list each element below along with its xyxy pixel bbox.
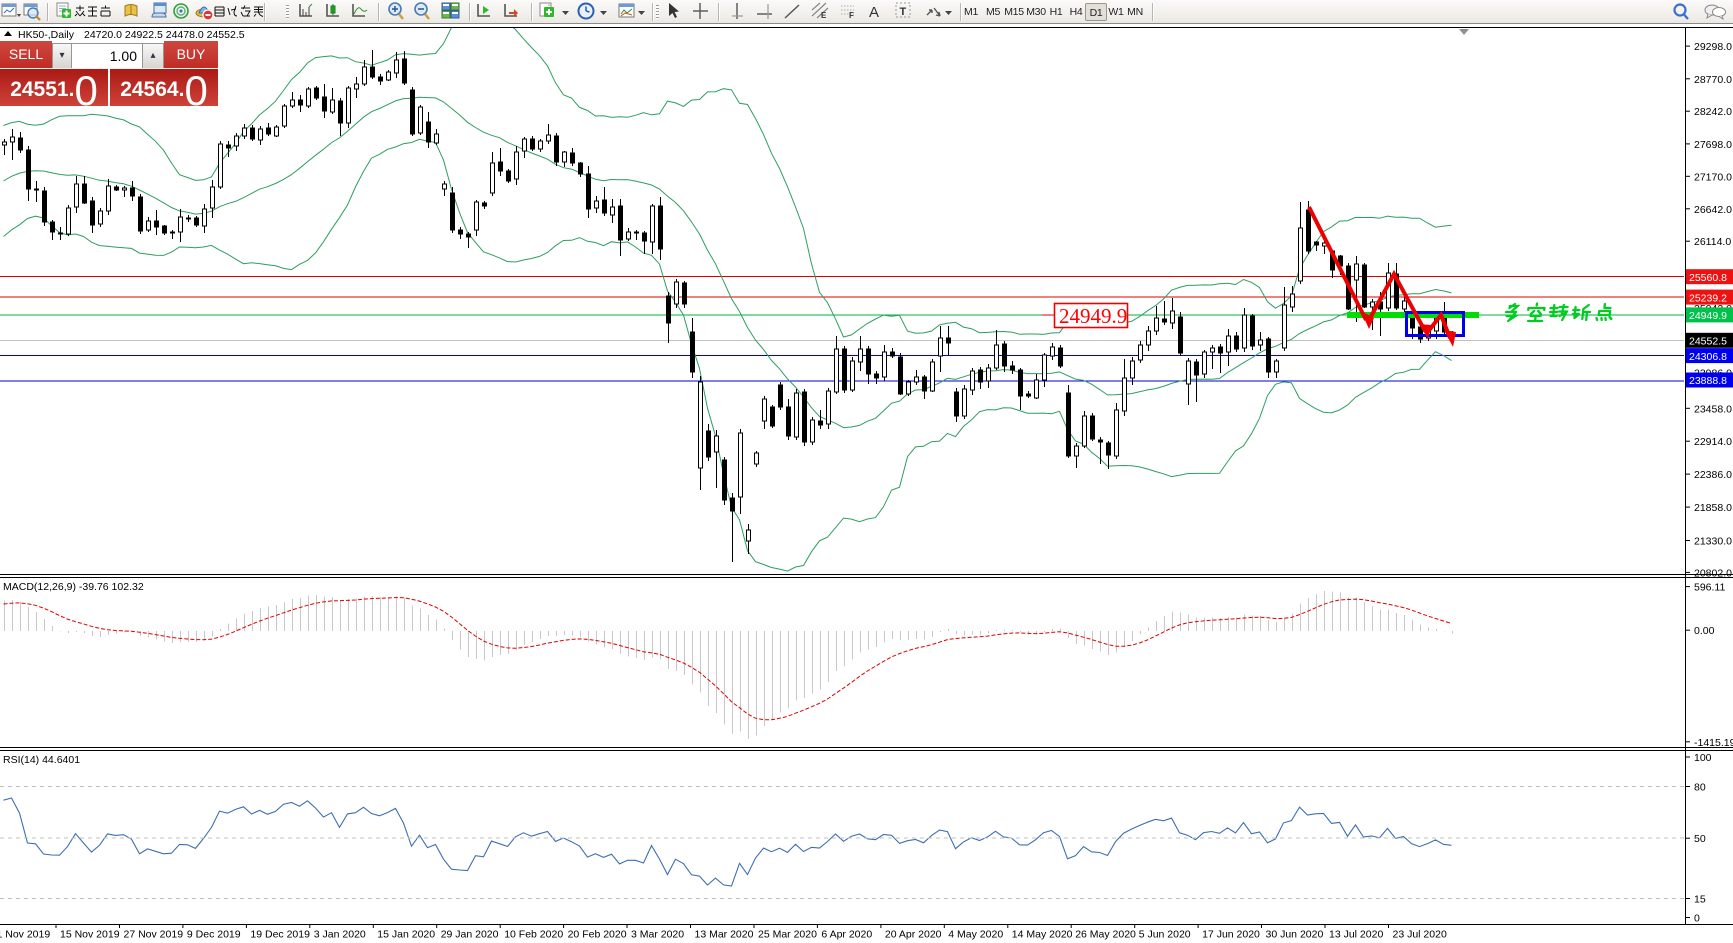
svg-text:HK50-,Daily: HK50-,Daily [18,29,75,41]
svg-text:10 Feb 2020: 10 Feb 2020 [504,929,563,941]
svg-text:13 Jul 2020: 13 Jul 2020 [1329,929,1383,941]
svg-text:24720.0 24922.5 24478.0 24552.: 24720.0 24922.5 24478.0 24552.5 [84,29,245,41]
svg-text:596.11: 596.11 [1694,582,1725,594]
svg-text:0.00: 0.00 [1694,625,1715,637]
svg-text:0: 0 [1694,913,1700,925]
svg-text:9 Dec 2019: 9 Dec 2019 [187,929,241,941]
svg-text:26642.0: 26642.0 [1694,204,1732,216]
svg-text:E: E [821,11,827,20]
svg-text:23458.0: 23458.0 [1694,403,1732,415]
svg-text:22386.0: 22386.0 [1694,469,1732,481]
svg-text:F: F [849,11,854,20]
svg-text:30 Jun 2020: 30 Jun 2020 [1266,929,1324,941]
svg-text:24552.5: 24552.5 [1689,336,1727,348]
svg-text:19 Dec 2019: 19 Dec 2019 [250,929,310,941]
svg-text:15 Jan 2020: 15 Jan 2020 [377,929,435,941]
svg-text:24949.9: 24949.9 [1059,304,1127,328]
svg-text:20 Feb 2020: 20 Feb 2020 [568,929,627,941]
svg-text:6 Apr 2020: 6 Apr 2020 [821,929,872,941]
svg-text:1 Nov 2019: 1 Nov 2019 [0,929,50,941]
svg-text:25239.2: 25239.2 [1689,292,1727,304]
svg-text:24306.8: 24306.8 [1689,351,1727,363]
svg-text:27 Nov 2019: 27 Nov 2019 [124,929,184,941]
svg-text:23 Jul 2020: 23 Jul 2020 [1393,929,1447,941]
svg-text:MACD(12,26,9) -39.76 102.32: MACD(12,26,9) -39.76 102.32 [3,581,144,593]
svg-text:28770.0: 28770.0 [1694,74,1732,86]
svg-text:14 May 2020: 14 May 2020 [1012,929,1073,941]
svg-text:28242.0: 28242.0 [1694,106,1732,118]
svg-text:17 Jun 2020: 17 Jun 2020 [1202,929,1260,941]
svg-text:4 May 2020: 4 May 2020 [948,929,1003,941]
svg-text:23888.8: 23888.8 [1689,375,1727,387]
svg-text:T: T [900,6,907,18]
svg-text:25560.8: 25560.8 [1689,272,1727,284]
svg-text:3 Jan 2020: 3 Jan 2020 [314,929,366,941]
svg-text:20802.0: 20802.0 [1694,567,1732,579]
svg-text:80: 80 [1694,782,1706,794]
svg-text:50: 50 [1694,833,1706,845]
svg-text:27698.0: 27698.0 [1694,139,1732,151]
svg-text:100: 100 [1694,752,1712,764]
svg-text:21330.0: 21330.0 [1694,536,1732,548]
svg-text:20 Apr 2020: 20 Apr 2020 [885,929,942,941]
svg-text:29 Jan 2020: 29 Jan 2020 [441,929,499,941]
svg-text:RSI(14) 44.6401: RSI(14) 44.6401 [3,754,80,766]
svg-text:25 Mar 2020: 25 Mar 2020 [758,929,817,941]
svg-text:3 Mar 2020: 3 Mar 2020 [631,929,684,941]
svg-text:21858.0: 21858.0 [1694,502,1732,514]
svg-text:29298.0: 29298.0 [1694,41,1732,53]
svg-text:13 Mar 2020: 13 Mar 2020 [695,929,754,941]
svg-text:26114.0: 26114.0 [1694,236,1731,248]
svg-text:-1415.19: -1415.19 [1694,737,1733,749]
svg-text:15 Nov 2019: 15 Nov 2019 [60,929,120,941]
svg-text:15: 15 [1694,894,1706,906]
svg-text:24949.9: 24949.9 [1689,310,1727,322]
svg-text:5 Jun 2020: 5 Jun 2020 [1139,929,1191,941]
svg-text:22914.0: 22914.0 [1694,436,1732,448]
svg-text:26 May 2020: 26 May 2020 [1075,929,1136,941]
svg-text:27170.0: 27170.0 [1694,171,1732,183]
svg-text:A: A [869,4,879,21]
